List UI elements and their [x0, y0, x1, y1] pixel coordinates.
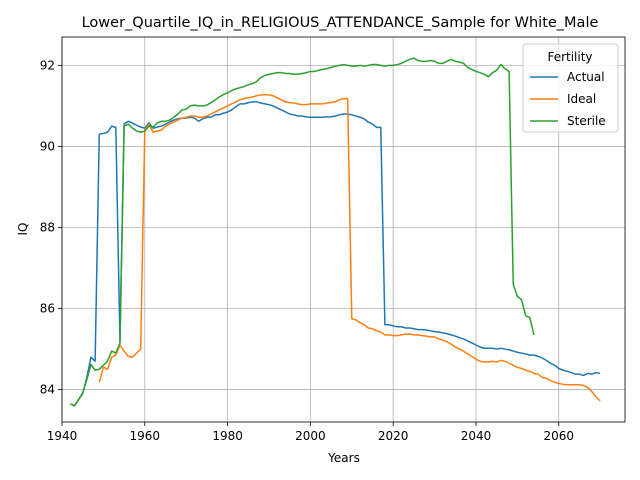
- x-axis-label: Years: [327, 451, 360, 465]
- x-tick-label: 2020: [378, 429, 409, 443]
- chart-title: Lower_Quartile_IQ_in_RELIGIOUS_ATTENDANC…: [82, 15, 599, 31]
- x-tick-label: 1960: [130, 429, 161, 443]
- series-lines: [69, 57, 601, 407]
- y-tick-label: 86: [40, 302, 55, 316]
- x-tick-label: 2060: [543, 429, 574, 443]
- legend: Fertility Actual Ideal Sterile: [522, 43, 619, 133]
- y-axis-label: IQ: [16, 223, 30, 236]
- legend-label-ideal: Ideal: [567, 92, 596, 106]
- y-tick-label: 92: [40, 58, 55, 72]
- x-axis-ticks: 1940 1960 1980 2000 2020 2040 2060: [47, 422, 574, 443]
- y-tick-label: 88: [40, 220, 55, 234]
- legend-entries: Actual Ideal Sterile: [530, 70, 606, 128]
- series-line-sterile: [69, 57, 535, 407]
- y-axis-ticks: 84 86 88 90 92: [40, 58, 62, 397]
- x-tick-label: 2000: [295, 429, 326, 443]
- x-tick-label: 2040: [461, 429, 492, 443]
- legend-box: [522, 43, 619, 133]
- series-line-ideal: [98, 93, 601, 402]
- legend-label-sterile: Sterile: [567, 114, 606, 128]
- x-tick-label: 1980: [212, 429, 243, 443]
- legend-label-actual: Actual: [567, 70, 605, 84]
- x-tick-label: 1940: [47, 429, 78, 443]
- series-line-actual: [69, 101, 601, 407]
- grid: [61, 37, 625, 422]
- legend-title: Fertility: [547, 50, 592, 64]
- y-tick-label: 84: [40, 383, 55, 397]
- y-tick-label: 90: [40, 139, 55, 153]
- plot-frame: [61, 36, 626, 423]
